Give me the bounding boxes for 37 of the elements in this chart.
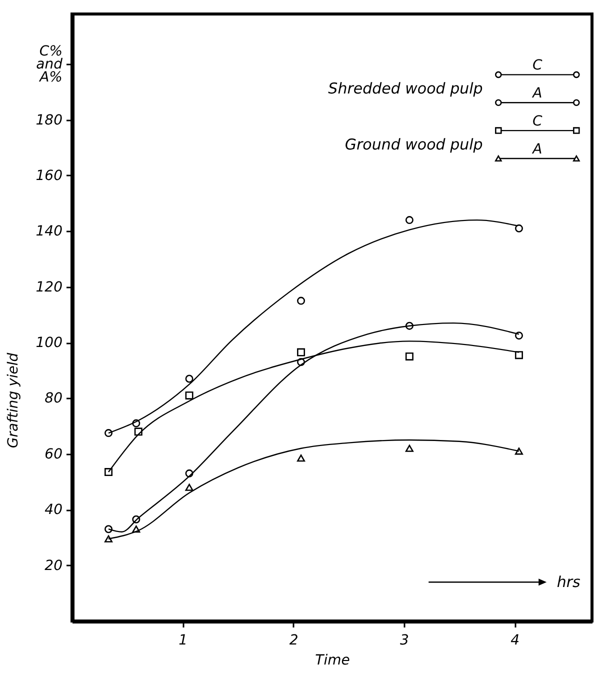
point [514, 351, 523, 360]
point [297, 296, 306, 305]
annotation: hrs [556, 573, 581, 592]
y-tick-label: C% and A% [36, 44, 63, 86]
y-tick-label: 20 [44, 558, 63, 574]
point [405, 444, 414, 452]
annotation: Shredded wood pulp [328, 80, 483, 98]
point [185, 484, 194, 491]
y-axis-title: Grafting yield [6, 352, 22, 448]
x-tick-label: 1 [178, 632, 188, 648]
legend-label: A [532, 86, 542, 102]
x-tick-label: 4 [510, 632, 520, 648]
y-tick-label: 180 [36, 112, 63, 128]
point [514, 448, 523, 455]
point [185, 391, 194, 400]
point [104, 535, 113, 542]
y-tick-label: 140 [36, 224, 63, 240]
y-tick-label: 160 [36, 168, 63, 184]
annotation: Ground wood pulp [344, 136, 483, 154]
point [405, 352, 414, 360]
x-tick-label: 3 [400, 632, 409, 648]
y-tick-label: 100 [36, 335, 63, 352]
y-tick-label: 60 [44, 446, 63, 462]
y-tick-label: 120 [36, 279, 63, 296]
y-tick-label: 80 [44, 390, 63, 407]
point [514, 224, 523, 232]
y-tick-label: 40 [44, 502, 63, 518]
point [514, 332, 523, 340]
x-tick-label: 2 [289, 632, 298, 648]
x-axis-title: Time [315, 652, 350, 668]
legend-label: C [532, 114, 543, 130]
point [297, 454, 306, 462]
point [297, 348, 306, 356]
point [405, 216, 414, 224]
legend-label: A [532, 141, 542, 158]
point [185, 374, 194, 383]
legend-label: C [532, 58, 543, 74]
